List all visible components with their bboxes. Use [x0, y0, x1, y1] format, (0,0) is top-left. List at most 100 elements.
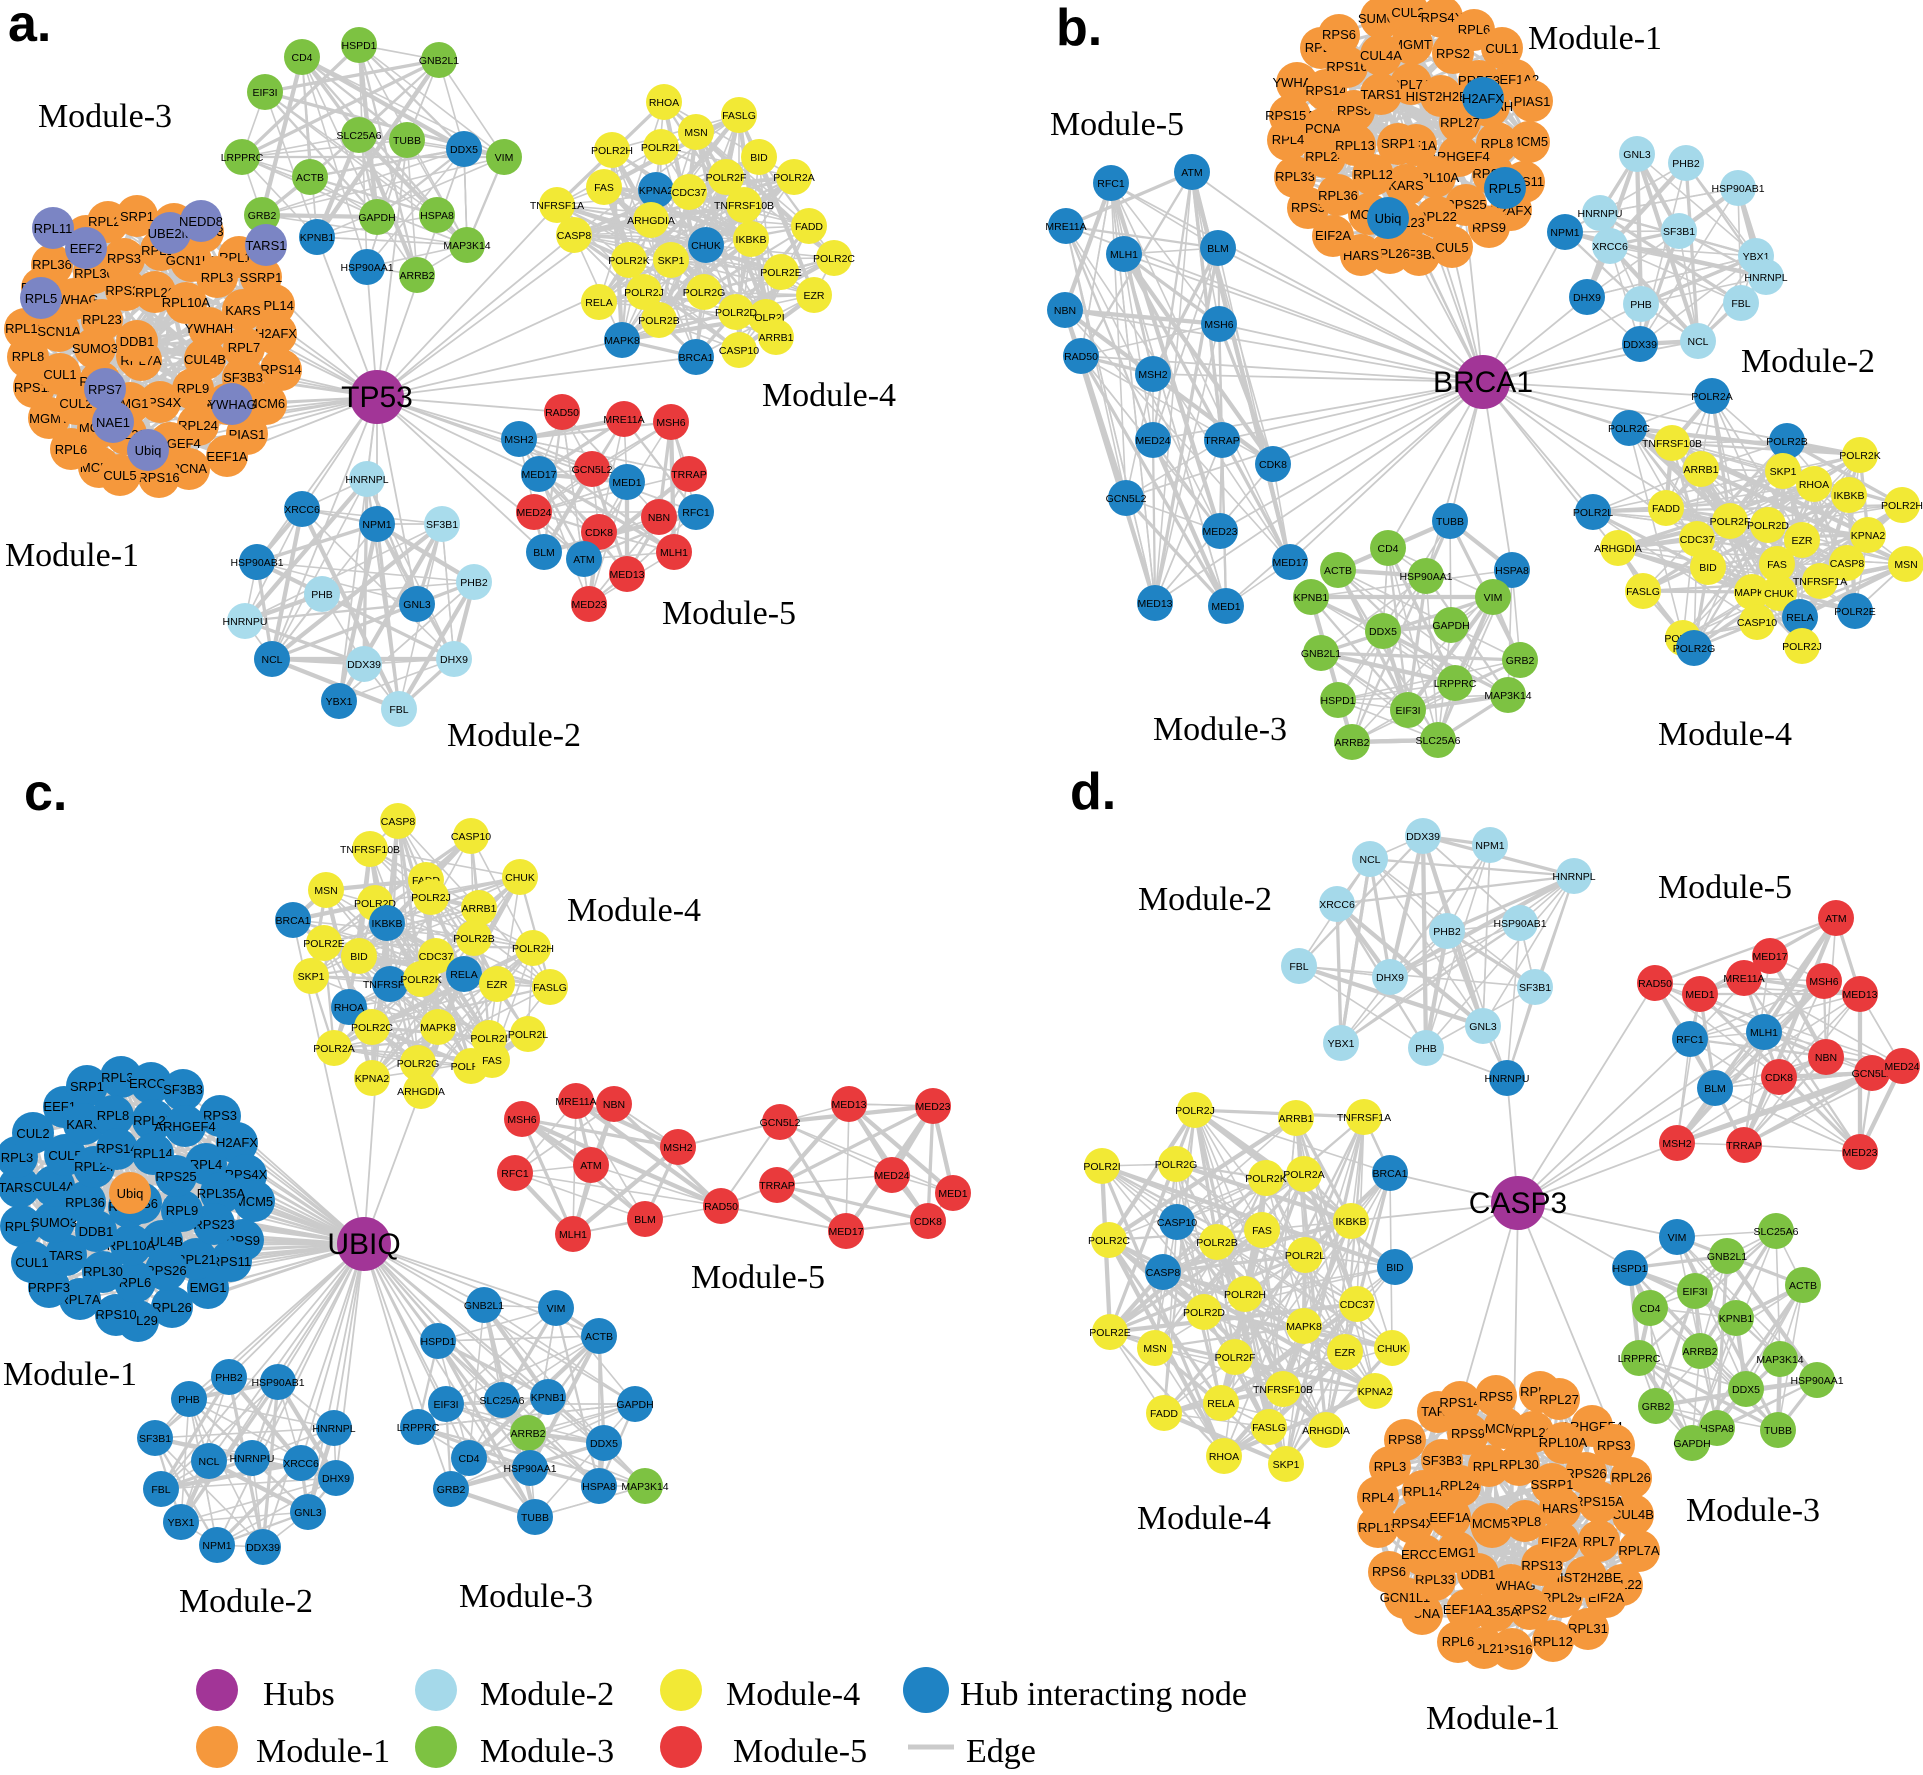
svg-text:HNRNPL: HNRNPL [1744, 272, 1787, 284]
svg-text:BID: BID [750, 152, 768, 164]
svg-text:d.: d. [1070, 763, 1116, 821]
svg-text:Module-1: Module-1 [1528, 20, 1662, 57]
svg-text:EZR: EZR [1335, 1347, 1356, 1359]
svg-text:RPS6: RPS6 [1322, 27, 1356, 42]
svg-text:TNFRSF10B: TNFRSF10B [714, 200, 774, 212]
svg-text:HIST2H2BE: HIST2H2BE [1551, 1570, 1622, 1585]
svg-text:MED23: MED23 [915, 1101, 950, 1113]
svg-text:EZR: EZR [804, 290, 825, 302]
svg-text:GCN5L2: GCN5L2 [1106, 493, 1147, 505]
svg-text:SLC25A6: SLC25A6 [1416, 735, 1461, 747]
svg-text:DDX39: DDX39 [347, 659, 381, 671]
svg-text:FBL: FBL [1731, 298, 1750, 310]
svg-text:POLR2E: POLR2E [760, 267, 801, 279]
svg-text:RPS2: RPS2 [1513, 1602, 1547, 1617]
svg-text:RPL5: RPL5 [1489, 181, 1522, 196]
svg-text:FBL: FBL [389, 704, 408, 716]
svg-text:HSPD1: HSPD1 [1612, 1263, 1647, 1275]
svg-text:a.: a. [8, 0, 51, 53]
svg-text:SF3B1: SF3B1 [1519, 982, 1551, 994]
svg-text:ARHGDIA: ARHGDIA [1594, 543, 1642, 555]
svg-text:Module-3: Module-3 [1686, 1492, 1820, 1529]
svg-text:EEF1A2: EEF1A2 [1443, 1602, 1491, 1617]
svg-text:RPS3: RPS3 [1291, 200, 1325, 215]
svg-text:RPS14: RPS14 [1439, 1395, 1480, 1410]
svg-text:CASP10: CASP10 [451, 831, 491, 843]
svg-text:RPL5: RPL5 [25, 291, 58, 306]
svg-text:MSN: MSN [1143, 1343, 1166, 1355]
svg-text:POLR2C: POLR2C [1088, 1235, 1130, 1247]
svg-text:KPNB1: KPNB1 [531, 1392, 566, 1404]
svg-text:SKP1: SKP1 [658, 255, 685, 267]
svg-text:SKP1: SKP1 [1770, 466, 1797, 478]
svg-text:MSH2: MSH2 [1138, 369, 1167, 381]
svg-text:RPL30: RPL30 [1499, 1457, 1539, 1472]
svg-text:POLR2D: POLR2D [715, 307, 757, 319]
svg-text:POLR2A: POLR2A [1283, 1169, 1324, 1181]
svg-text:RPL10A: RPL10A [162, 295, 211, 310]
svg-text:RPL24: RPL24 [178, 418, 218, 433]
svg-text:RPL6: RPL6 [55, 442, 88, 457]
svg-text:ATM: ATM [573, 554, 594, 566]
svg-text:HSPA8: HSPA8 [582, 1481, 616, 1493]
svg-text:CDK8: CDK8 [585, 527, 613, 539]
svg-text:KPNB1: KPNB1 [1719, 1313, 1754, 1325]
svg-text:YWHAG: YWHAG [207, 397, 256, 412]
svg-text:SF3B1: SF3B1 [1663, 226, 1695, 238]
svg-text:BRCA1: BRCA1 [1372, 1168, 1407, 1180]
svg-text:CASP8: CASP8 [1146, 1267, 1181, 1279]
svg-text:RPS16: RPS16 [138, 470, 179, 485]
svg-text:SSRP1: SSRP1 [240, 270, 283, 285]
svg-text:SRP1: SRP1 [1381, 136, 1415, 151]
svg-text:RPS23: RPS23 [193, 1217, 234, 1232]
svg-text:PRPF3: PRPF3 [28, 1280, 70, 1295]
svg-text:CUL5: CUL5 [1435, 240, 1468, 255]
svg-text:HNRNPU: HNRNPU [1578, 208, 1623, 220]
svg-text:HNRNPL: HNRNPL [1552, 871, 1595, 883]
svg-text:CHUK: CHUK [1764, 588, 1794, 600]
svg-text:DDX5: DDX5 [1369, 626, 1397, 638]
svg-text:CUL4B: CUL4B [1612, 1507, 1654, 1522]
svg-text:MSH2: MSH2 [1662, 1138, 1691, 1150]
svg-text:HSPD1: HSPD1 [1320, 695, 1355, 707]
svg-text:RPL7: RPL7 [5, 1219, 38, 1234]
svg-text:Ubiq: Ubiq [117, 1186, 144, 1201]
svg-text:VIM: VIM [547, 1303, 566, 1315]
svg-text:SF3B1: SF3B1 [426, 519, 458, 531]
svg-text:GAPDH: GAPDH [616, 1399, 653, 1411]
svg-text:FAS: FAS [1767, 559, 1787, 571]
svg-text:FASLG: FASLG [533, 982, 567, 994]
svg-text:MED1: MED1 [1211, 601, 1240, 613]
svg-text:IKBKB: IKBKB [372, 918, 403, 930]
svg-text:RPS14: RPS14 [1305, 83, 1346, 98]
svg-text:ARRB2: ARRB2 [1334, 737, 1369, 749]
svg-text:CUL1: CUL1 [43, 367, 76, 382]
svg-text:RAD50: RAD50 [704, 1201, 738, 1213]
svg-text:RHOA: RHOA [1799, 479, 1829, 491]
svg-text:EIF3I: EIF3I [1682, 1286, 1707, 1298]
svg-text:RPL27: RPL27 [133, 1113, 173, 1128]
svg-text:RPS4X: RPS4X [1421, 10, 1464, 25]
svg-text:TUBB: TUBB [393, 135, 421, 147]
svg-text:ARRB1: ARRB1 [461, 903, 496, 915]
svg-text:RPL8: RPL8 [97, 1108, 130, 1123]
svg-text:Module-1: Module-1 [3, 1356, 137, 1393]
svg-text:FBL: FBL [1289, 961, 1308, 973]
svg-text:EEF2: EEF2 [70, 241, 103, 256]
svg-text:POLR2K: POLR2K [400, 974, 441, 986]
svg-text:NEDD8: NEDD8 [179, 214, 223, 229]
svg-text:MLH1: MLH1 [1750, 1027, 1778, 1039]
svg-text:MED1: MED1 [1685, 989, 1714, 1001]
svg-text:RPL24: RPL24 [1305, 149, 1345, 164]
svg-text:Module-4: Module-4 [762, 377, 896, 414]
svg-text:CASP10: CASP10 [719, 345, 759, 357]
svg-text:GCN5L2: GCN5L2 [572, 464, 613, 476]
svg-text:GRB2: GRB2 [248, 210, 277, 222]
svg-text:RPS15A: RPS15A [1574, 1494, 1624, 1509]
svg-text:Module-2: Module-2 [447, 717, 581, 754]
svg-text:CHUK: CHUK [505, 872, 535, 884]
svg-text:GNB2L1: GNB2L1 [464, 1300, 504, 1312]
svg-text:TRRAP: TRRAP [671, 469, 707, 481]
svg-text:RPS26: RPS26 [145, 1263, 186, 1278]
svg-text:RPS11: RPS11 [211, 1254, 251, 1269]
